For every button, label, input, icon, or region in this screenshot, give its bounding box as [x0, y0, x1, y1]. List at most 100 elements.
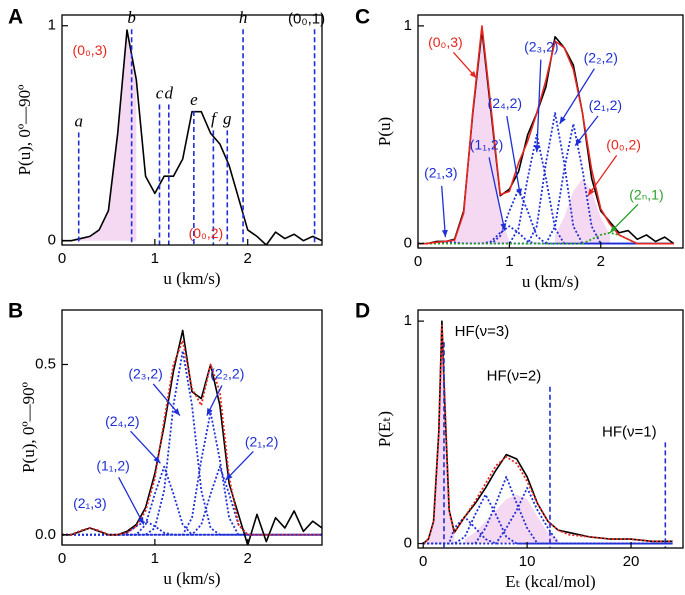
annotation: (1₁,2)	[470, 136, 504, 152]
annotation-arrow	[536, 59, 542, 153]
fit-curve	[62, 411, 322, 536]
y-axis-label: P(u)	[375, 117, 394, 146]
y-axis-label: P(u), 0º—90º	[19, 382, 38, 473]
marker-label: (0₀,1)	[288, 10, 325, 27]
arrow-head	[534, 145, 541, 153]
annotation: (2₁,2)	[589, 97, 623, 113]
annotation-arrow	[130, 430, 161, 464]
x-tick-label: 0	[58, 550, 66, 567]
arrow-head	[500, 223, 507, 231]
x-tick-label: 1	[151, 550, 159, 567]
x-tick-label: 0	[414, 253, 422, 270]
annotation: (2₂,2)	[210, 365, 244, 381]
plot-area	[62, 329, 322, 545]
y-tick-label: 1	[48, 17, 56, 34]
annotation: (2₂,2)	[584, 49, 618, 65]
marker-label: HF(ν=1)	[602, 423, 657, 440]
arrow-head	[173, 408, 180, 416]
x-tick-label: 1	[505, 253, 513, 270]
annotation: (0₀,2)	[606, 136, 641, 152]
marker-label: f	[211, 109, 218, 128]
x-tick-label: 20	[623, 553, 640, 570]
arrow-head	[206, 407, 213, 416]
annotation: (2₃,2)	[128, 365, 163, 381]
y-axis-label: P(u), 0º—90º	[15, 85, 34, 176]
arrow-head	[153, 456, 161, 464]
x-tick-label: 0	[419, 553, 427, 570]
y-tick-label: 1	[404, 17, 412, 34]
x-axis-label: u (km/s)	[522, 272, 579, 291]
plot-area	[422, 320, 673, 545]
annotation: (0₀,3)	[73, 42, 108, 58]
marker-label: c	[156, 83, 164, 102]
x-tick-label: 0	[58, 250, 66, 267]
marker-label: HF(ν=2)	[487, 368, 542, 385]
arrow-head	[469, 70, 477, 79]
annotation-arrow	[441, 185, 447, 238]
y-tick-label: 0	[404, 235, 412, 252]
arrow-head	[609, 225, 617, 233]
axes-frame	[417, 309, 684, 549]
x-axis-label: Eₜ (kcal/mol)	[505, 572, 595, 591]
fit-curve	[423, 493, 673, 545]
annotation: (2₁,2)	[245, 434, 279, 450]
y-tick-label: 0.0	[35, 526, 56, 543]
fit-curve	[62, 465, 322, 536]
marker-label: d	[165, 83, 174, 102]
arrow-head	[137, 516, 144, 525]
panel-letter: B	[8, 300, 23, 323]
axes-frame	[61, 309, 323, 546]
marker-label: h	[239, 8, 248, 27]
y-tick-label: 1	[404, 312, 412, 329]
x-tick-label: 10	[519, 553, 536, 570]
annotation-arrow	[559, 68, 595, 125]
annotation: (2₃,2)	[524, 38, 559, 54]
area	[555, 178, 610, 244]
y-tick-label: 0	[48, 232, 56, 249]
area	[423, 321, 455, 544]
marker-label: b	[127, 8, 136, 27]
x-tick-label: 2	[244, 250, 252, 267]
annotation: (2₁,3)	[73, 495, 107, 511]
x-tick-label: 2	[597, 253, 605, 270]
x-axis-label: u (km/s)	[163, 269, 220, 288]
data-curve	[62, 29, 322, 245]
fit-curve	[62, 339, 322, 536]
data-curve	[418, 25, 674, 245]
annotation: (0₀,3)	[428, 34, 463, 50]
x-tick-label: 1	[151, 250, 159, 267]
annotation-arrow	[488, 157, 506, 231]
panel-letter: C	[355, 6, 370, 29]
fit-curve	[418, 122, 674, 245]
annotation: (2₁,3)	[424, 165, 458, 181]
fit-curve	[418, 188, 674, 245]
annotation: (2₄,2)	[105, 413, 140, 429]
fit-curve	[423, 515, 673, 545]
axes-frame	[417, 14, 684, 249]
panel-letter: A	[8, 6, 23, 29]
panel-letter: D	[355, 300, 370, 323]
x-tick-label: 2	[244, 550, 252, 567]
marker-label: g	[223, 109, 232, 128]
arrow-head	[225, 473, 233, 481]
arrow-head	[516, 188, 523, 196]
arrow-head	[441, 229, 448, 238]
y-tick-label: 0.5	[35, 355, 56, 372]
y-tick-label: 0	[404, 535, 412, 552]
arrow-head	[575, 138, 582, 146]
axes-frame	[61, 14, 323, 246]
arrow-head	[587, 188, 595, 196]
marker-label: HF(ν=3)	[455, 323, 510, 340]
annotation-arrow	[506, 116, 521, 196]
plot-area	[418, 25, 675, 245]
annotation: (0₀,2)	[189, 225, 224, 241]
area	[62, 30, 137, 241]
y-axis-label: P(Eₜ)	[375, 411, 394, 447]
annotation-arrow	[587, 155, 618, 197]
plot-area	[62, 29, 322, 245]
annotation: (2₄,2)	[488, 95, 523, 111]
marker-label: a	[74, 111, 83, 130]
fit-curve	[422, 324, 673, 545]
annotation-arrow	[118, 476, 145, 525]
